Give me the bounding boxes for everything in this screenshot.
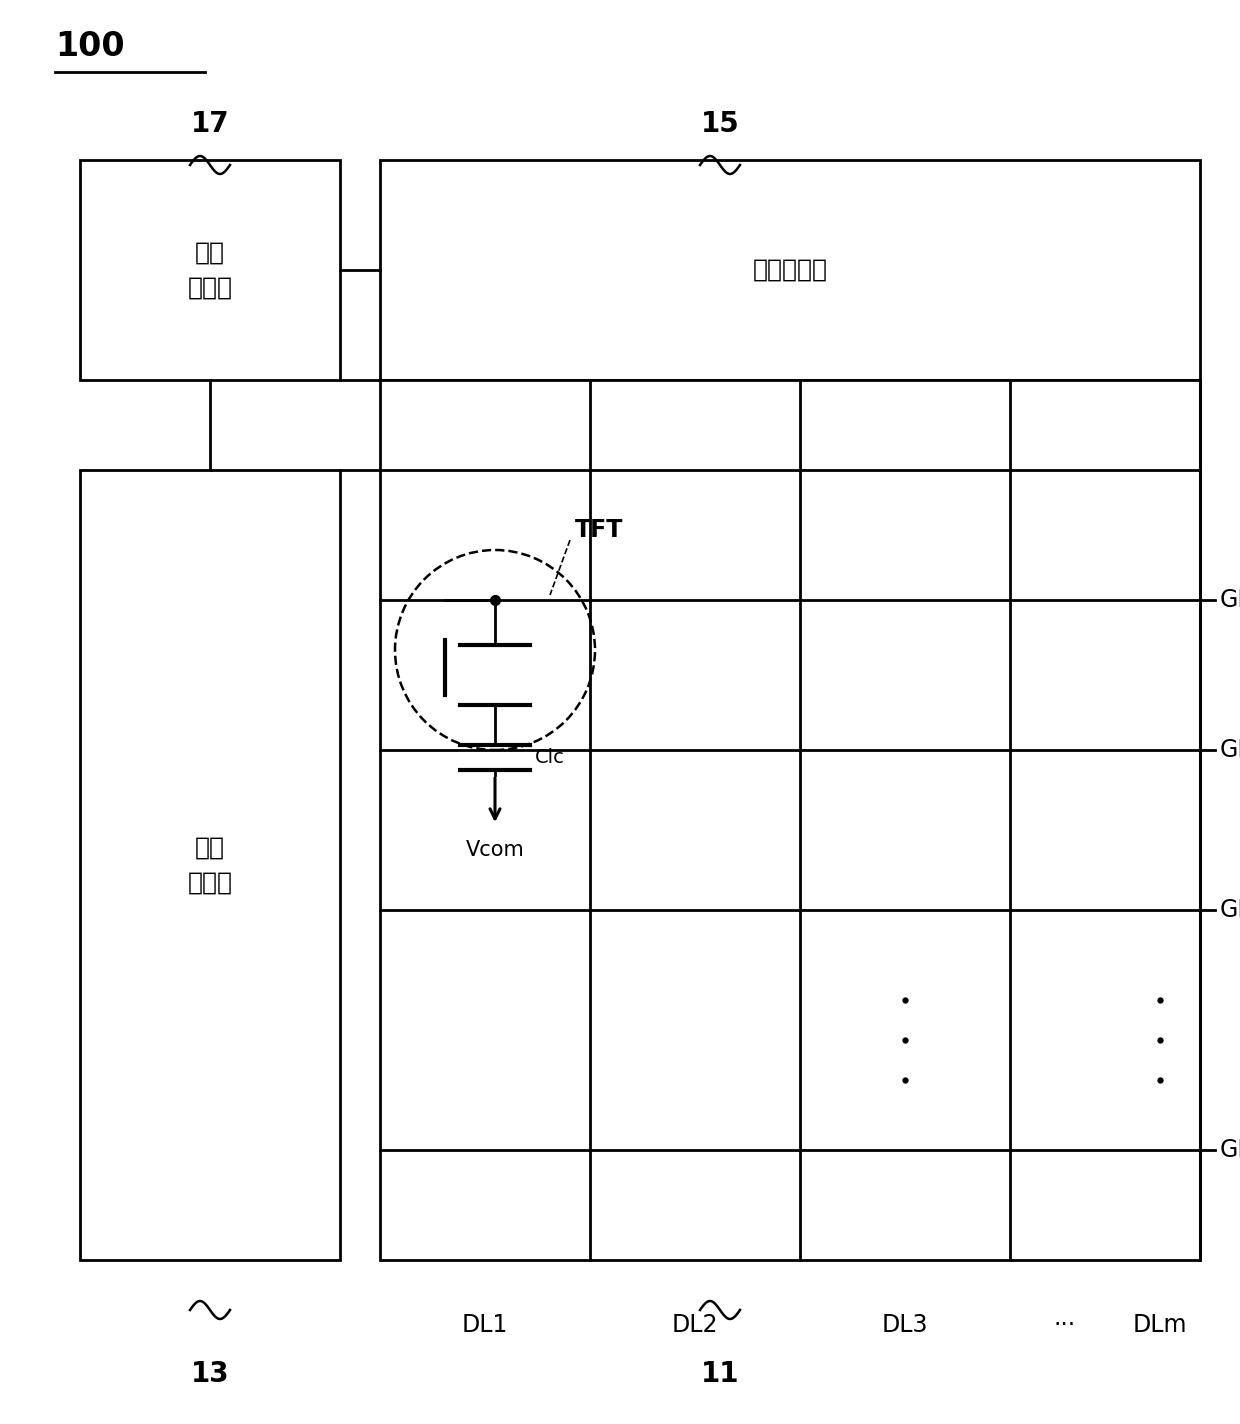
Text: GL2: GL2 [1220, 738, 1240, 762]
Text: GL3: GL3 [1220, 899, 1240, 921]
Text: 13: 13 [191, 1360, 229, 1388]
Text: 11: 11 [701, 1360, 739, 1388]
Text: GL1: GL1 [1220, 588, 1240, 612]
Bar [81, 470, 340, 1260]
Text: DLm: DLm [1133, 1313, 1187, 1337]
Text: 100: 100 [55, 30, 125, 63]
Text: Clc: Clc [534, 748, 565, 768]
Text: GLn: GLn [1220, 1138, 1240, 1162]
Text: 时序
控制器: 时序 控制器 [187, 241, 233, 299]
Text: 源极驱动器: 源极驱动器 [753, 258, 827, 282]
Text: 17: 17 [191, 110, 229, 138]
Text: TFT: TFT [575, 518, 624, 543]
Text: 15: 15 [701, 110, 739, 138]
Text: 栅极
驱动器: 栅极 驱动器 [187, 836, 233, 894]
Text: ···: ··· [1054, 1313, 1076, 1337]
Text: DL3: DL3 [882, 1313, 929, 1337]
Text: DL1: DL1 [461, 1313, 508, 1337]
Text: Vcom: Vcom [466, 840, 525, 860]
Text: DL2: DL2 [672, 1313, 718, 1337]
Bar [379, 159, 1200, 380]
Bar [81, 159, 340, 380]
Bar [379, 380, 1200, 1260]
